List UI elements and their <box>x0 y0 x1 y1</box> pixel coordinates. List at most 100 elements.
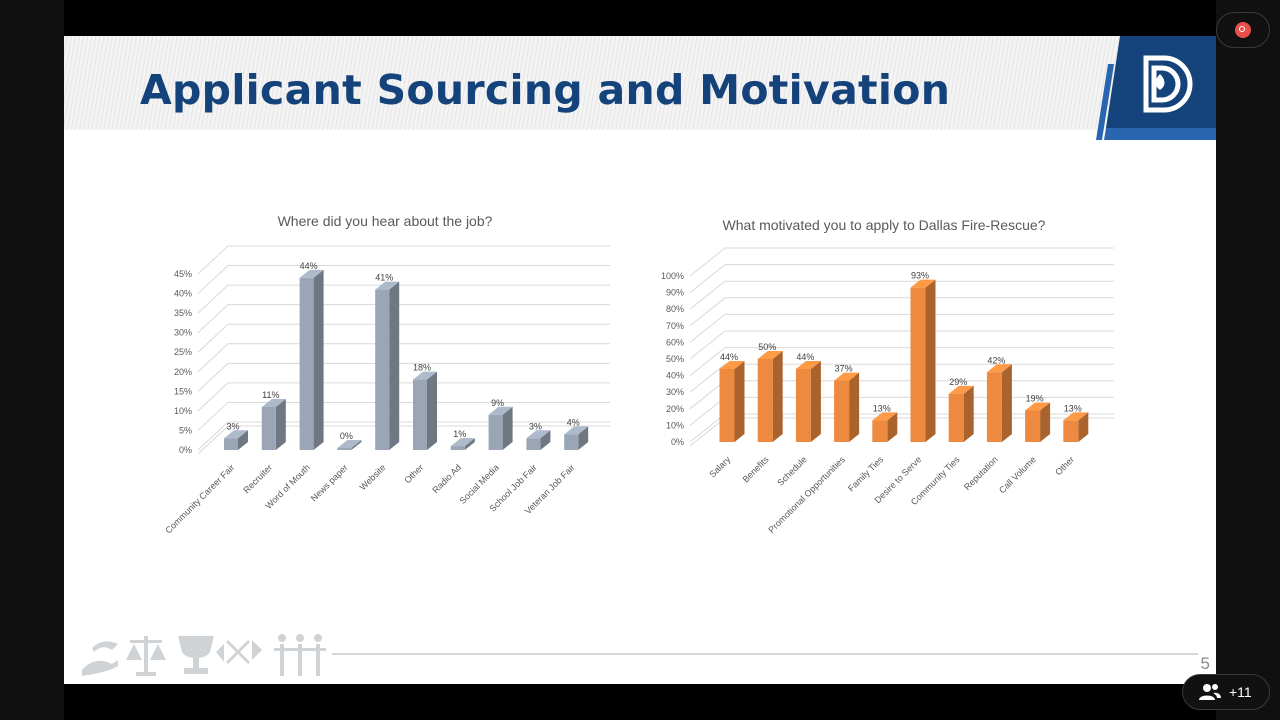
bar-front <box>375 289 390 450</box>
data-label: 50% <box>758 342 776 352</box>
y-tick-label: 70% <box>666 321 684 331</box>
record-button[interactable] <box>1216 12 1270 48</box>
y-tick-label: 60% <box>666 337 684 347</box>
gridline <box>689 396 1114 426</box>
bar-front <box>910 287 926 442</box>
bar-front <box>337 448 352 450</box>
floor-line <box>197 425 610 455</box>
bar-front <box>1063 420 1079 442</box>
bar-side <box>849 372 860 442</box>
floor-line <box>689 417 1114 447</box>
scales-icon <box>126 636 166 676</box>
data-label: 37% <box>835 364 853 374</box>
bar <box>1063 412 1089 442</box>
gridline <box>197 265 610 294</box>
bar-front <box>261 406 276 450</box>
gridline <box>689 347 1114 376</box>
participants-button[interactable]: +11 <box>1182 674 1270 710</box>
bar-front <box>948 393 964 442</box>
data-label: 41% <box>375 273 393 283</box>
y-tick-label: 45% <box>174 269 192 279</box>
bar-top <box>375 281 400 290</box>
bar-side <box>1040 402 1051 442</box>
bar-front <box>526 438 541 450</box>
y-tick-label: 20% <box>666 404 684 414</box>
data-label: 44% <box>300 261 318 271</box>
footer-values-icons <box>82 634 326 676</box>
gridline <box>197 323 610 353</box>
bar-side <box>925 279 936 442</box>
helping-hands-icon <box>82 641 118 676</box>
data-label: 18% <box>413 363 431 373</box>
y-tick-label: 50% <box>666 354 684 364</box>
people-holding-hands-icon <box>274 634 326 676</box>
bar-side <box>502 406 513 450</box>
data-label: 93% <box>911 271 929 281</box>
data-label: 3% <box>226 421 239 431</box>
bar-top <box>450 438 475 447</box>
gridline <box>689 313 1114 343</box>
bar-front <box>757 359 773 442</box>
bar-front <box>986 372 1002 442</box>
bar-side <box>772 351 783 442</box>
data-label: 4% <box>567 417 580 427</box>
bar <box>224 430 248 450</box>
gridline <box>197 382 610 412</box>
data-label: 1% <box>453 429 466 439</box>
bar-front <box>872 420 888 442</box>
y-tick-label: 5% <box>179 425 192 435</box>
bar-side <box>464 438 475 450</box>
bar-top <box>757 351 783 359</box>
data-label: 44% <box>796 352 814 362</box>
data-label: 29% <box>949 377 967 387</box>
page-number: 5 <box>1200 654 1210 673</box>
bar-top <box>526 430 551 439</box>
bar-front <box>299 277 314 450</box>
data-label: 13% <box>1064 403 1082 413</box>
category-label: Salary <box>707 454 732 479</box>
data-label: 11% <box>262 390 279 400</box>
data-label: 9% <box>491 398 504 408</box>
bar <box>337 440 362 450</box>
bar <box>948 385 974 442</box>
bar <box>986 364 1012 442</box>
bar-front <box>564 434 579 450</box>
gridline <box>197 245 610 275</box>
y-tick-label: 30% <box>666 387 684 397</box>
right-letterbox <box>1216 0 1280 720</box>
category-label: News paper <box>309 462 350 503</box>
category-label: Recruiter <box>241 462 274 495</box>
y-tick-label: 35% <box>174 308 192 318</box>
bar <box>526 430 551 450</box>
category-label: Website <box>358 462 388 492</box>
chart-title: Where did you hear about the job? <box>278 213 493 229</box>
gridline <box>689 330 1114 360</box>
footer-divider <box>332 653 1198 655</box>
bar <box>872 412 898 442</box>
bar <box>375 281 400 450</box>
y-tick-label: 0% <box>179 445 192 455</box>
category-label: Promotional Opportunities <box>766 454 847 535</box>
gridline <box>689 280 1114 310</box>
bar-front <box>834 380 850 442</box>
bar-top <box>564 426 589 435</box>
gridline <box>197 343 610 373</box>
y-tick-label: 40% <box>666 371 684 381</box>
bar <box>719 360 745 442</box>
title-band <box>64 36 1216 130</box>
category-label: Reputation <box>962 454 1000 492</box>
dallas-logo-icon <box>1096 36 1216 140</box>
bar <box>795 360 821 442</box>
bar-top <box>261 398 286 407</box>
gridline <box>689 380 1114 410</box>
bar-side <box>540 430 551 450</box>
y-tick-label: 0% <box>671 437 684 447</box>
bar-top <box>224 430 248 439</box>
y-tick-label: 10% <box>174 406 192 416</box>
bar-top <box>795 360 821 369</box>
bar-side <box>427 371 437 450</box>
gridline <box>197 401 610 431</box>
bar-top <box>986 364 1012 373</box>
trophy-icon <box>178 636 214 674</box>
chart-2: What motivated you to apply to Dallas Fi… <box>661 217 1114 535</box>
